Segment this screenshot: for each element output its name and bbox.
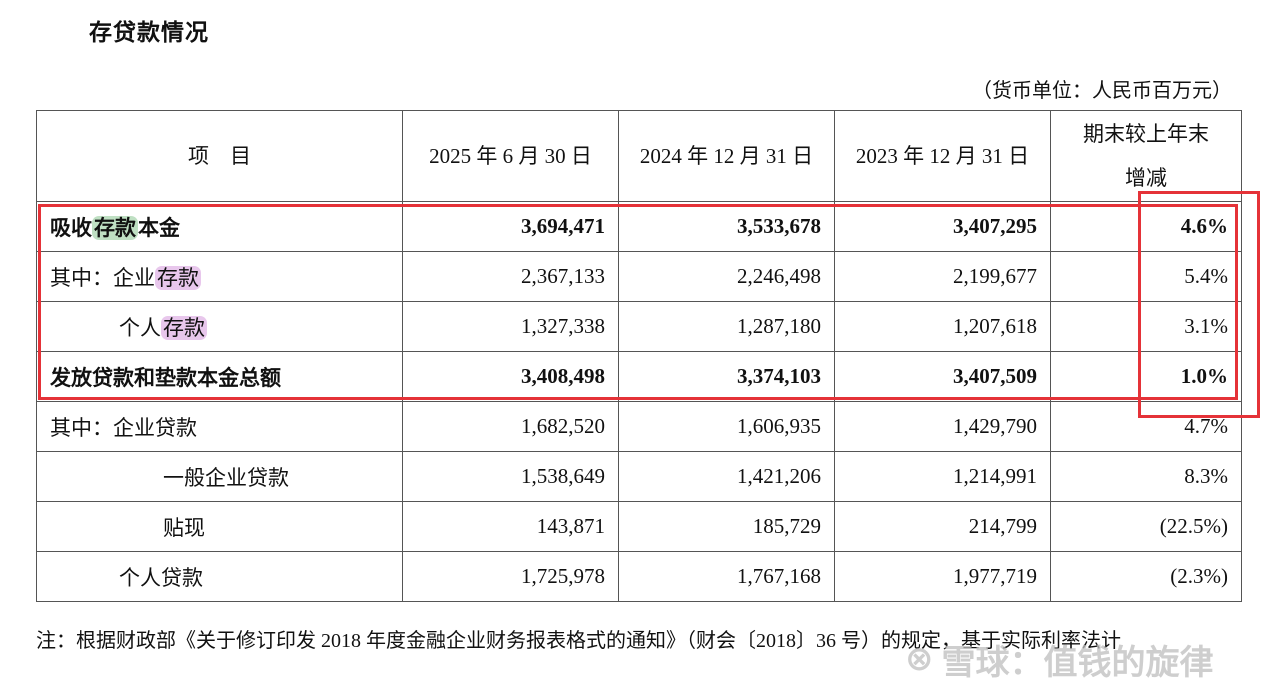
snowball-logo-icon: ⊗ xyxy=(905,639,934,679)
cell-value-2025: 1,538,649 xyxy=(402,451,619,502)
cell-change: 4.7% xyxy=(1050,401,1242,452)
label-prefix: 其中：企业 xyxy=(50,265,155,290)
cell-value-2023: 1,977,719 xyxy=(834,551,1051,602)
header-item: 项 目 xyxy=(36,110,403,202)
cell-value-2025: 1,327,338 xyxy=(402,301,619,352)
footnote: 注：根据财政部《关于修订印发 2018 年度金融企业财务报表格式的通知》（财会〔… xyxy=(36,630,1121,652)
header-2025-06-30: 2025 年 6 月 30 日 xyxy=(402,110,619,202)
row-label: 个人存款 xyxy=(36,301,403,352)
highlighted-term: 存款 xyxy=(161,315,207,340)
cell-value-2025: 3,408,498 xyxy=(402,351,619,402)
cell-value-2025: 1,682,520 xyxy=(402,401,619,452)
label-prefix: 个人 xyxy=(119,315,161,340)
watermark: ⊗ 雪球：值钱的旋律 xyxy=(905,636,1214,683)
highlighted-term: 存款 xyxy=(155,265,201,290)
table-header-row: 项 目 2025 年 6 月 30 日 2024 年 12 月 31 日 202… xyxy=(36,110,1242,202)
cell-change: 1.0% xyxy=(1050,351,1242,402)
label-suffix: 本金 xyxy=(138,215,180,240)
cell-value-2025: 2,367,133 xyxy=(402,251,619,302)
cell-value-2023: 2,199,677 xyxy=(834,251,1051,302)
cell-change: 3.1% xyxy=(1050,301,1242,352)
cell-value-2023: 1,214,991 xyxy=(834,451,1051,502)
row-label: 吸收存款本金 xyxy=(36,201,403,252)
header-change: 期末较上年末 增减 xyxy=(1050,110,1242,202)
cell-value-2024: 185,729 xyxy=(618,501,835,552)
row-label: 贴现 xyxy=(36,501,403,552)
cell-value-2024: 3,533,678 xyxy=(618,201,835,252)
row-label: 其中：企业贷款 xyxy=(36,401,403,452)
label-prefix: 吸收 xyxy=(50,215,92,240)
table-row: 发放贷款和垫款本金总额 3,408,498 3,374,103 3,407,50… xyxy=(36,351,1242,402)
cell-change: (2.3%) xyxy=(1050,551,1242,602)
table-row: 贴现 143,871 185,729 214,799 (22.5%) xyxy=(36,501,1242,552)
table-row: 一般企业贷款 1,538,649 1,421,206 1,214,991 8.3… xyxy=(36,451,1242,502)
cell-value-2025: 3,694,471 xyxy=(402,201,619,252)
page-title: 存贷款情况 xyxy=(89,20,209,45)
cell-value-2024: 1,767,168 xyxy=(618,551,835,602)
table-row: 其中：企业存款 2,367,133 2,246,498 2,199,677 5.… xyxy=(36,251,1242,302)
cell-value-2025: 143,871 xyxy=(402,501,619,552)
row-label: 个人贷款 xyxy=(36,551,403,602)
cell-value-2023: 3,407,509 xyxy=(834,351,1051,402)
cell-value-2023: 214,799 xyxy=(834,501,1051,552)
currency-unit-note: （货币单位：人民币百万元） xyxy=(972,80,1232,102)
header-change-line2: 增减 xyxy=(1125,166,1167,190)
cell-value-2024: 1,421,206 xyxy=(618,451,835,502)
cell-value-2024: 2,246,498 xyxy=(618,251,835,302)
cell-change: 4.6% xyxy=(1050,201,1242,252)
header-2023-12-31: 2023 年 12 月 31 日 xyxy=(834,110,1051,202)
highlighted-term: 存款 xyxy=(92,215,138,240)
watermark-text: 雪球：值钱的旋律 xyxy=(941,642,1214,683)
cell-value-2024: 1,287,180 xyxy=(618,301,835,352)
cell-value-2025: 1,725,978 xyxy=(402,551,619,602)
row-label: 其中：企业存款 xyxy=(36,251,403,302)
cell-value-2024: 3,374,103 xyxy=(618,351,835,402)
cell-change: 5.4% xyxy=(1050,251,1242,302)
header-change-line1: 期末较上年末 xyxy=(1083,122,1209,146)
table-row: 个人贷款 1,725,978 1,767,168 1,977,719 (2.3%… xyxy=(36,551,1242,602)
cell-change: 8.3% xyxy=(1050,451,1242,502)
cell-value-2023: 3,407,295 xyxy=(834,201,1051,252)
table-row: 其中：企业贷款 1,682,520 1,606,935 1,429,790 4.… xyxy=(36,401,1242,452)
deposits-loans-table: 项 目 2025 年 6 月 30 日 2024 年 12 月 31 日 202… xyxy=(36,110,1242,602)
row-label: 发放贷款和垫款本金总额 xyxy=(36,351,403,402)
table-row: 吸收存款本金 3,694,471 3,533,678 3,407,295 4.6… xyxy=(36,201,1242,252)
cell-value-2023: 1,207,618 xyxy=(834,301,1051,352)
table-row: 个人存款 1,327,338 1,287,180 1,207,618 3.1% xyxy=(36,301,1242,352)
row-label: 一般企业贷款 xyxy=(36,451,403,502)
cell-value-2023: 1,429,790 xyxy=(834,401,1051,452)
cell-change: (22.5%) xyxy=(1050,501,1242,552)
header-2024-12-31: 2024 年 12 月 31 日 xyxy=(618,110,835,202)
cell-value-2024: 1,606,935 xyxy=(618,401,835,452)
